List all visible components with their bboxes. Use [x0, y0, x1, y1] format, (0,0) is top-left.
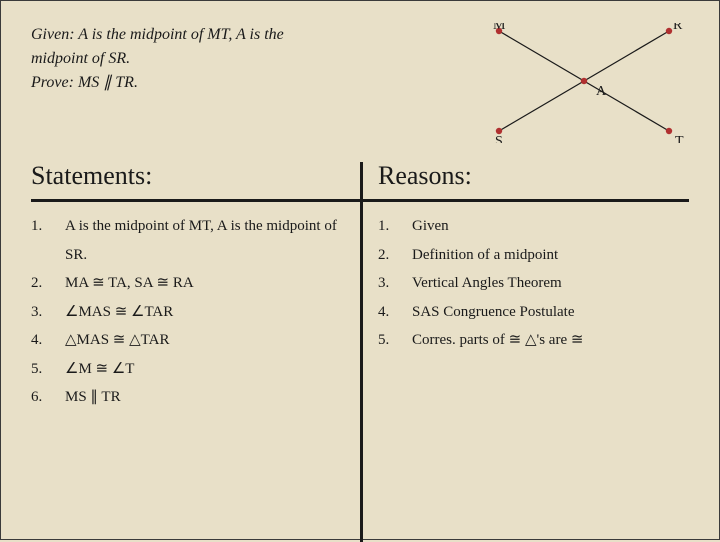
given-line-2: midpoint of SR. — [31, 47, 449, 71]
reason-row-number: 2. — [378, 241, 412, 270]
vertical-divider — [360, 162, 363, 542]
statement-row: 3.∠MAS ≅ ∠TAR — [31, 298, 360, 327]
statement-row-number: 5. — [31, 355, 65, 384]
statements-heading: Statements: — [31, 161, 360, 191]
reason-row: 2.Definition of a midpoint — [378, 241, 689, 270]
geometry-diagram: M R S T A — [469, 23, 689, 143]
reason-row: 4.SAS Congruence Postulate — [378, 298, 689, 327]
svg-text:A: A — [596, 84, 607, 99]
statement-row: 1.A is the midpoint of MT, A is the midp… — [31, 212, 360, 269]
statement-row-number: 6. — [31, 383, 65, 412]
statement-row-text: A is the midpoint of MT, A is the midpoi… — [65, 212, 360, 269]
svg-text:M: M — [493, 23, 506, 33]
given-prove-block: Given: A is the midpoint of MT, A is the… — [31, 23, 449, 95]
statement-row: 2.MA ≅ TA, SA ≅ RA — [31, 269, 360, 298]
statement-row-text: △MAS ≅ △TAR — [65, 326, 360, 355]
reason-row-number: 5. — [378, 326, 412, 355]
given-line-1: Given: A is the midpoint of MT, A is the — [31, 23, 449, 47]
reason-row-text: Corres. parts of ≅ △'s are ≅ — [412, 326, 689, 355]
statement-row-number: 1. — [31, 212, 65, 269]
svg-text:R: R — [673, 23, 683, 33]
reason-row: 5.Corres. parts of ≅ △'s are ≅ — [378, 326, 689, 355]
statement-row-number: 4. — [31, 326, 65, 355]
statement-row-text: MS ∥ TR — [65, 383, 360, 412]
svg-text:T: T — [675, 134, 684, 143]
reason-row: 1.Given — [378, 212, 689, 241]
statement-row-text: MA ≅ TA, SA ≅ RA — [65, 269, 360, 298]
top-row: Given: A is the midpoint of MT, A is the… — [31, 23, 689, 143]
reason-row-number: 3. — [378, 269, 412, 298]
reason-row-text: Given — [412, 212, 689, 241]
statement-row-number: 2. — [31, 269, 65, 298]
statement-row-text: ∠MAS ≅ ∠TAR — [65, 298, 360, 327]
statement-row-text: ∠M ≅ ∠T — [65, 355, 360, 384]
prove-line: Prove: MS ∥ TR. — [31, 71, 449, 95]
statement-row: 4.△MAS ≅ △TAR — [31, 326, 360, 355]
reason-row-number: 1. — [378, 212, 412, 241]
reasons-list: 1.Given2.Definition of a midpoint3.Verti… — [360, 212, 689, 355]
reason-row-number: 4. — [378, 298, 412, 327]
reasons-heading: Reasons: — [360, 161, 689, 191]
reason-row-text: Vertical Angles Theorem — [412, 269, 689, 298]
statement-row: 6.MS ∥ TR — [31, 383, 360, 412]
statement-row: 5.∠M ≅ ∠T — [31, 355, 360, 384]
diagram-svg: M R S T A — [469, 23, 689, 143]
reason-row-text: Definition of a midpoint — [412, 241, 689, 270]
svg-text:S: S — [495, 134, 503, 143]
statement-row-number: 3. — [31, 298, 65, 327]
proof-body: 1.A is the midpoint of MT, A is the midp… — [31, 212, 689, 412]
statements-list: 1.A is the midpoint of MT, A is the midp… — [31, 212, 360, 412]
reason-row: 3.Vertical Angles Theorem — [378, 269, 689, 298]
reason-row-text: SAS Congruence Postulate — [412, 298, 689, 327]
